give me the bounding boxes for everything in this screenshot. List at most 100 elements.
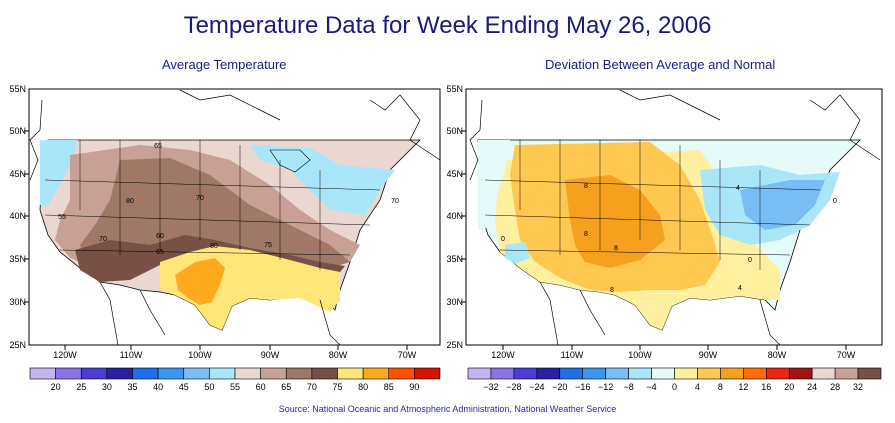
legend-swatch xyxy=(811,367,836,380)
legend-swatch xyxy=(651,367,675,380)
dev-lon-label: 90W xyxy=(699,350,718,360)
legend-swatch xyxy=(605,367,629,380)
avg-contour-label: 80 xyxy=(210,243,218,250)
avg-contour-label: 70 xyxy=(99,236,107,243)
legend-swatch xyxy=(55,367,82,380)
legend-label: 20 xyxy=(784,382,794,392)
legend-label: 16 xyxy=(761,382,771,392)
avg-contour-label: 70 xyxy=(391,198,399,205)
source-note: Source: National Oceanic and Atmospheric… xyxy=(278,404,617,414)
legend-swatch xyxy=(362,367,390,380)
legend-label: −16 xyxy=(575,382,590,392)
legend-swatch xyxy=(788,367,813,380)
avg-contour-label: 55 xyxy=(58,214,66,221)
avg-lat-label: 30N xyxy=(9,297,26,307)
legend-swatch xyxy=(209,367,236,380)
avg-contour-label: 80 xyxy=(126,198,134,205)
avg-lat-label: 45N xyxy=(9,169,26,179)
avg-lon-label: 90W xyxy=(261,350,280,360)
dev-coastlines xyxy=(469,89,881,345)
legend-swatch xyxy=(720,367,744,380)
legend-label: 30 xyxy=(102,382,112,392)
avg-lon-label: 70W xyxy=(398,350,417,360)
legend-label: 24 xyxy=(807,382,817,392)
legend-label: 28 xyxy=(830,382,840,392)
legend-swatch xyxy=(311,367,338,380)
dev-contour-label: 8 xyxy=(584,231,588,238)
legend-swatch xyxy=(106,367,133,380)
legend-label: 60 xyxy=(256,382,266,392)
legend-label: −32 xyxy=(483,382,498,392)
dev-lon-label: 110W xyxy=(561,350,584,360)
dev-legend: −32 −28 −24 −20 −16 −12 −8 −4 0 4 8 12 16 20 24 28 32 xyxy=(467,367,882,392)
legend-label: 25 xyxy=(76,382,86,392)
avg-lon-label: 100W xyxy=(188,350,212,360)
dev-lat-label: 35N xyxy=(446,254,463,264)
legend-swatch xyxy=(765,367,790,380)
dev-lat-label: 30N xyxy=(446,297,463,307)
dev-lat-labels: 55N 50N 45N 40N 35N 30N 25N xyxy=(446,84,463,350)
avg-frame-ticks xyxy=(24,130,408,350)
dev-contour-label: 8 xyxy=(584,183,588,190)
dev-contour-label: 0 xyxy=(501,236,505,243)
legend-swatch xyxy=(260,367,287,380)
dev-lon-labels: 120W 110W 100W 90W 80W 70W xyxy=(491,350,856,360)
legend-label: 50 xyxy=(204,382,214,392)
legend-swatch xyxy=(490,367,515,380)
dev-zone-cool-sw-patch xyxy=(505,242,530,264)
dev-contour-labels: 8 8 8 4 0 0 4 0 8 xyxy=(501,183,837,294)
avg-lat-labels: 55N 50N 45N 40N 35N 30N 25N xyxy=(9,84,26,350)
legend-swatch xyxy=(414,367,441,380)
dev-state-lines xyxy=(484,140,821,270)
legend-label: −12 xyxy=(598,382,613,392)
legend-swatch xyxy=(183,367,210,380)
legend-swatch xyxy=(132,367,159,380)
dev-lat-label: 25N xyxy=(446,340,463,350)
legend-label: 70 xyxy=(307,382,317,392)
avg-hot-texas xyxy=(175,258,225,305)
legend-label: 75 xyxy=(332,382,342,392)
deviation-map: 55N 50N 45N 40N 35N 30N 25N 120W 110W 10… xyxy=(446,84,883,360)
dev-zone-cool-west xyxy=(478,140,510,230)
avg-lat-label: 25N xyxy=(9,340,26,350)
legend-swatch xyxy=(388,367,415,380)
legend-label: 20 xyxy=(51,382,61,392)
avg-contour-label: 65 xyxy=(156,249,164,256)
legend-label: 55 xyxy=(230,382,240,392)
avg-state-lines xyxy=(44,140,381,270)
legend-swatch xyxy=(513,367,538,380)
avg-coastlines xyxy=(29,89,440,345)
legend-swatch xyxy=(674,367,698,380)
dev-map-subtitle: Deviation Between Average and Normal xyxy=(545,57,776,72)
dev-contour-label: 4 xyxy=(736,185,740,192)
legend-label: −28 xyxy=(506,382,521,392)
avg-map-subtitle: Average Temperature xyxy=(162,57,287,72)
legend-label: 65 xyxy=(281,382,291,392)
legend-swatch xyxy=(234,367,261,380)
legend-label: 8 xyxy=(718,382,723,392)
legend-label: −8 xyxy=(623,382,633,392)
dev-lon-label: 70W xyxy=(837,350,856,360)
avg-contour-label: 65 xyxy=(154,143,162,150)
legend-label: 45 xyxy=(179,382,189,392)
legend-label: 32 xyxy=(853,382,863,392)
legend-swatch xyxy=(536,367,561,380)
legend-label: 90 xyxy=(409,382,419,392)
dev-lat-label: 45N xyxy=(446,169,463,179)
avg-lon-label: 80W xyxy=(329,350,348,360)
avg-lat-label: 55N xyxy=(9,84,26,94)
dev-lat-label: 55N xyxy=(446,84,463,94)
legend-label: 0 xyxy=(672,382,677,392)
avg-contour-labels: 65 80 70 55 70 60 65 80 75 70 xyxy=(58,143,399,256)
dev-lon-label: 100W xyxy=(628,350,652,360)
avg-cool-northwest xyxy=(40,140,78,205)
legend-swatch xyxy=(857,367,882,380)
legend-label: −4 xyxy=(646,382,656,392)
legend-swatch xyxy=(157,367,185,380)
legend-swatch xyxy=(337,367,364,380)
legend-swatch xyxy=(628,367,652,380)
page-title: Temperature Data for Week Ending May 26,… xyxy=(183,12,712,39)
avg-temperature-map: 55N 50N 45N 40N 35N 30N 25N 120W 110W 10… xyxy=(9,84,441,360)
dev-contour-label: 4 xyxy=(738,285,742,292)
dev-contour-label: 0 xyxy=(748,257,752,264)
